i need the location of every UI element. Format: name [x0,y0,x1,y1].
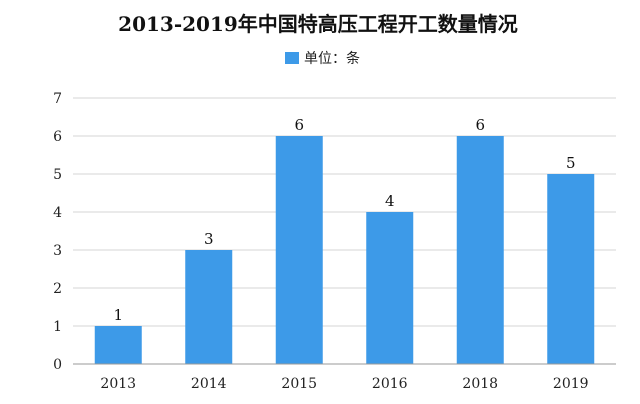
x-tick-label-2013: 2013 [100,376,136,392]
y-tick-label: 0 [53,357,62,373]
bar-2018 [456,136,504,364]
data-label-2019: 5 [566,154,576,172]
y-tick-label: 4 [53,205,62,221]
x-tick-label-2018: 2018 [462,376,498,392]
x-tick-label-2015: 2015 [281,376,317,392]
legend-label: 单位：条 [304,50,360,67]
bars [94,136,595,364]
x-tick-label-2014: 2014 [191,376,227,392]
bar-2019 [547,174,595,364]
bar-2013 [94,326,142,364]
y-tick-label: 3 [53,243,62,259]
data-label-2018: 6 [475,116,485,134]
legend-swatch [285,52,299,64]
y-tick-label: 7 [53,91,62,107]
y-tick-label: 1 [53,319,62,335]
y-axis-ticks: 0 1 2 3 4 5 6 7 [53,91,62,373]
gridlines [73,97,616,327]
x-tick-label-2019: 2019 [553,376,589,392]
bar-2015 [275,136,323,364]
y-tick-label: 2 [53,281,62,297]
x-tick-label-2016: 2016 [372,376,408,392]
chart-title: 2013-2019年中国特高压工程开工数量情况 [118,12,518,36]
data-label-2014: 3 [204,230,214,248]
y-tick-label: 6 [53,129,62,145]
bar-2016 [366,212,414,364]
data-labels: 1 3 6 4 6 5 [113,116,575,324]
data-label-2015: 6 [294,116,304,134]
data-label-2016: 4 [385,192,395,210]
y-tick-label: 5 [53,167,62,183]
data-label-2013: 1 [113,306,123,324]
x-axis-ticks: 2013 2014 2015 2016 2018 2019 [100,376,588,392]
bar-2014 [185,250,233,364]
